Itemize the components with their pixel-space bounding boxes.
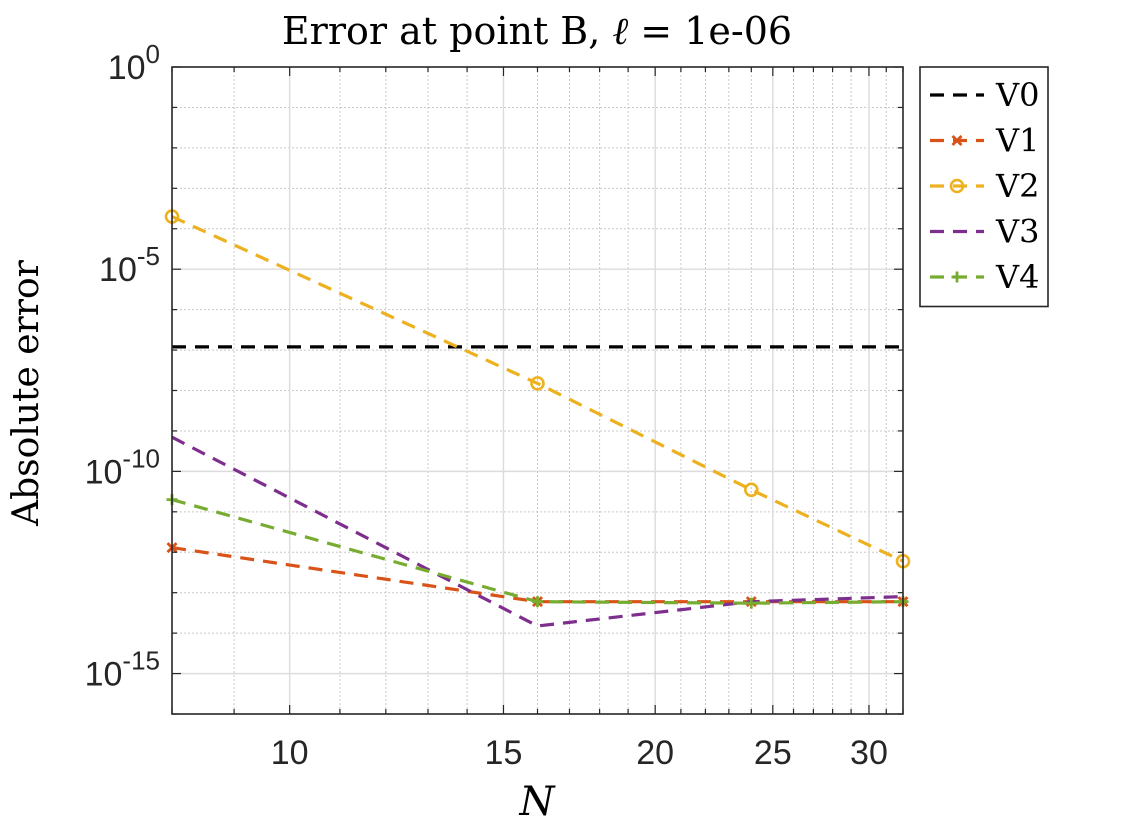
legend: V0 V1 V2 V3 V4 [919, 66, 1049, 308]
chart-title: Error at point B, ℓ = 1e-06 [282, 9, 792, 53]
y-tick-label: 10-5 [99, 241, 160, 289]
series-layer [164, 209, 911, 628]
legend-marker [951, 135, 963, 146]
series-line-v2 [171, 215, 904, 563]
ell-symbol: ℓ [612, 9, 628, 53]
series-line-v4 [171, 498, 904, 605]
series-v3 [171, 435, 904, 628]
x-tick-label: 25 [754, 734, 792, 772]
legend-marker [951, 271, 963, 283]
y-tick-label: 10-10 [85, 443, 160, 491]
x-tick-label: 20 [636, 734, 674, 772]
legend-label: V2 [995, 167, 1039, 205]
legend-label: V0 [995, 76, 1039, 114]
legend-item-v3: V3 [930, 213, 1039, 251]
major-grid [172, 67, 903, 714]
legend-label: V3 [995, 213, 1039, 251]
series-line-v3 [171, 435, 904, 628]
data-point-v4 [532, 596, 543, 608]
legend-label: V4 [995, 258, 1039, 296]
legend-marker [949, 178, 965, 194]
axis-ticks: 10 15 20 25 30 100 10-5 10-10 10-15 [85, 39, 904, 772]
y-axis-label: Absolute error [6, 259, 47, 527]
x-axis-label: N [519, 779, 557, 825]
legend-item-v4: V4 [930, 258, 1039, 296]
legend-label: V1 [995, 122, 1039, 160]
y-tick-label: 10-15 [85, 646, 160, 694]
y-tick-label: 100 [108, 39, 160, 87]
data-point-v2 [530, 376, 545, 391]
x-tick-label: 15 [485, 734, 523, 772]
data-point-v4 [745, 597, 757, 609]
x-tick-label: 10 [271, 734, 309, 772]
legend-item-v2: V2 [930, 167, 1039, 205]
data-point-v2 [744, 482, 759, 498]
series-line-v1 [171, 546, 903, 604]
legend-item-v0: V0 [930, 76, 1039, 114]
x-tick-label: 30 [850, 734, 888, 772]
legend-item-v1: V1 [930, 122, 1039, 160]
